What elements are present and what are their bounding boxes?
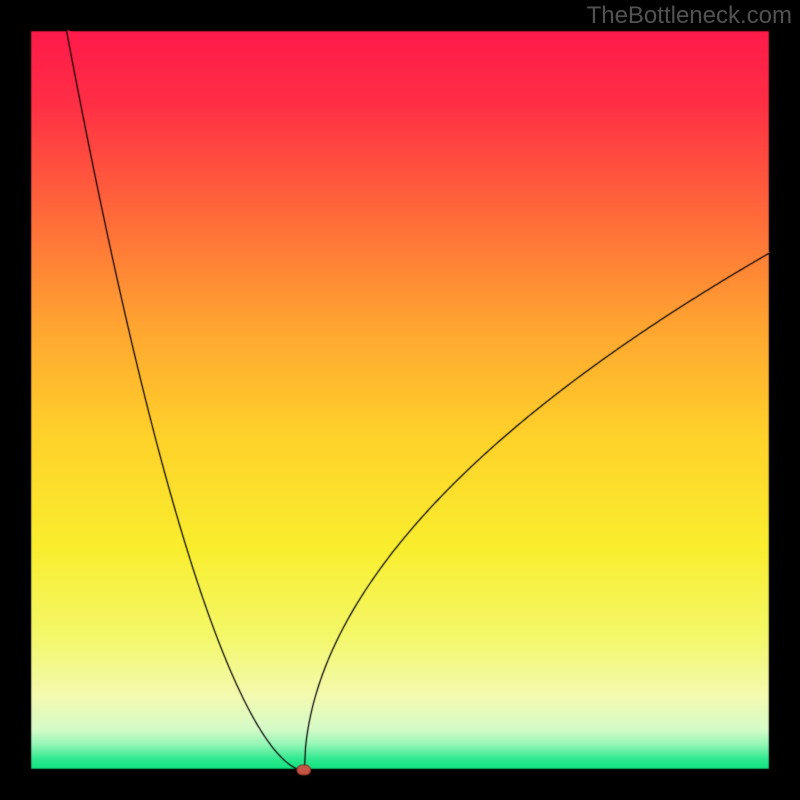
chart-container: TheBottleneck.com <box>0 0 800 800</box>
chart-canvas <box>0 0 800 800</box>
watermark-text: TheBottleneck.com <box>587 2 792 30</box>
